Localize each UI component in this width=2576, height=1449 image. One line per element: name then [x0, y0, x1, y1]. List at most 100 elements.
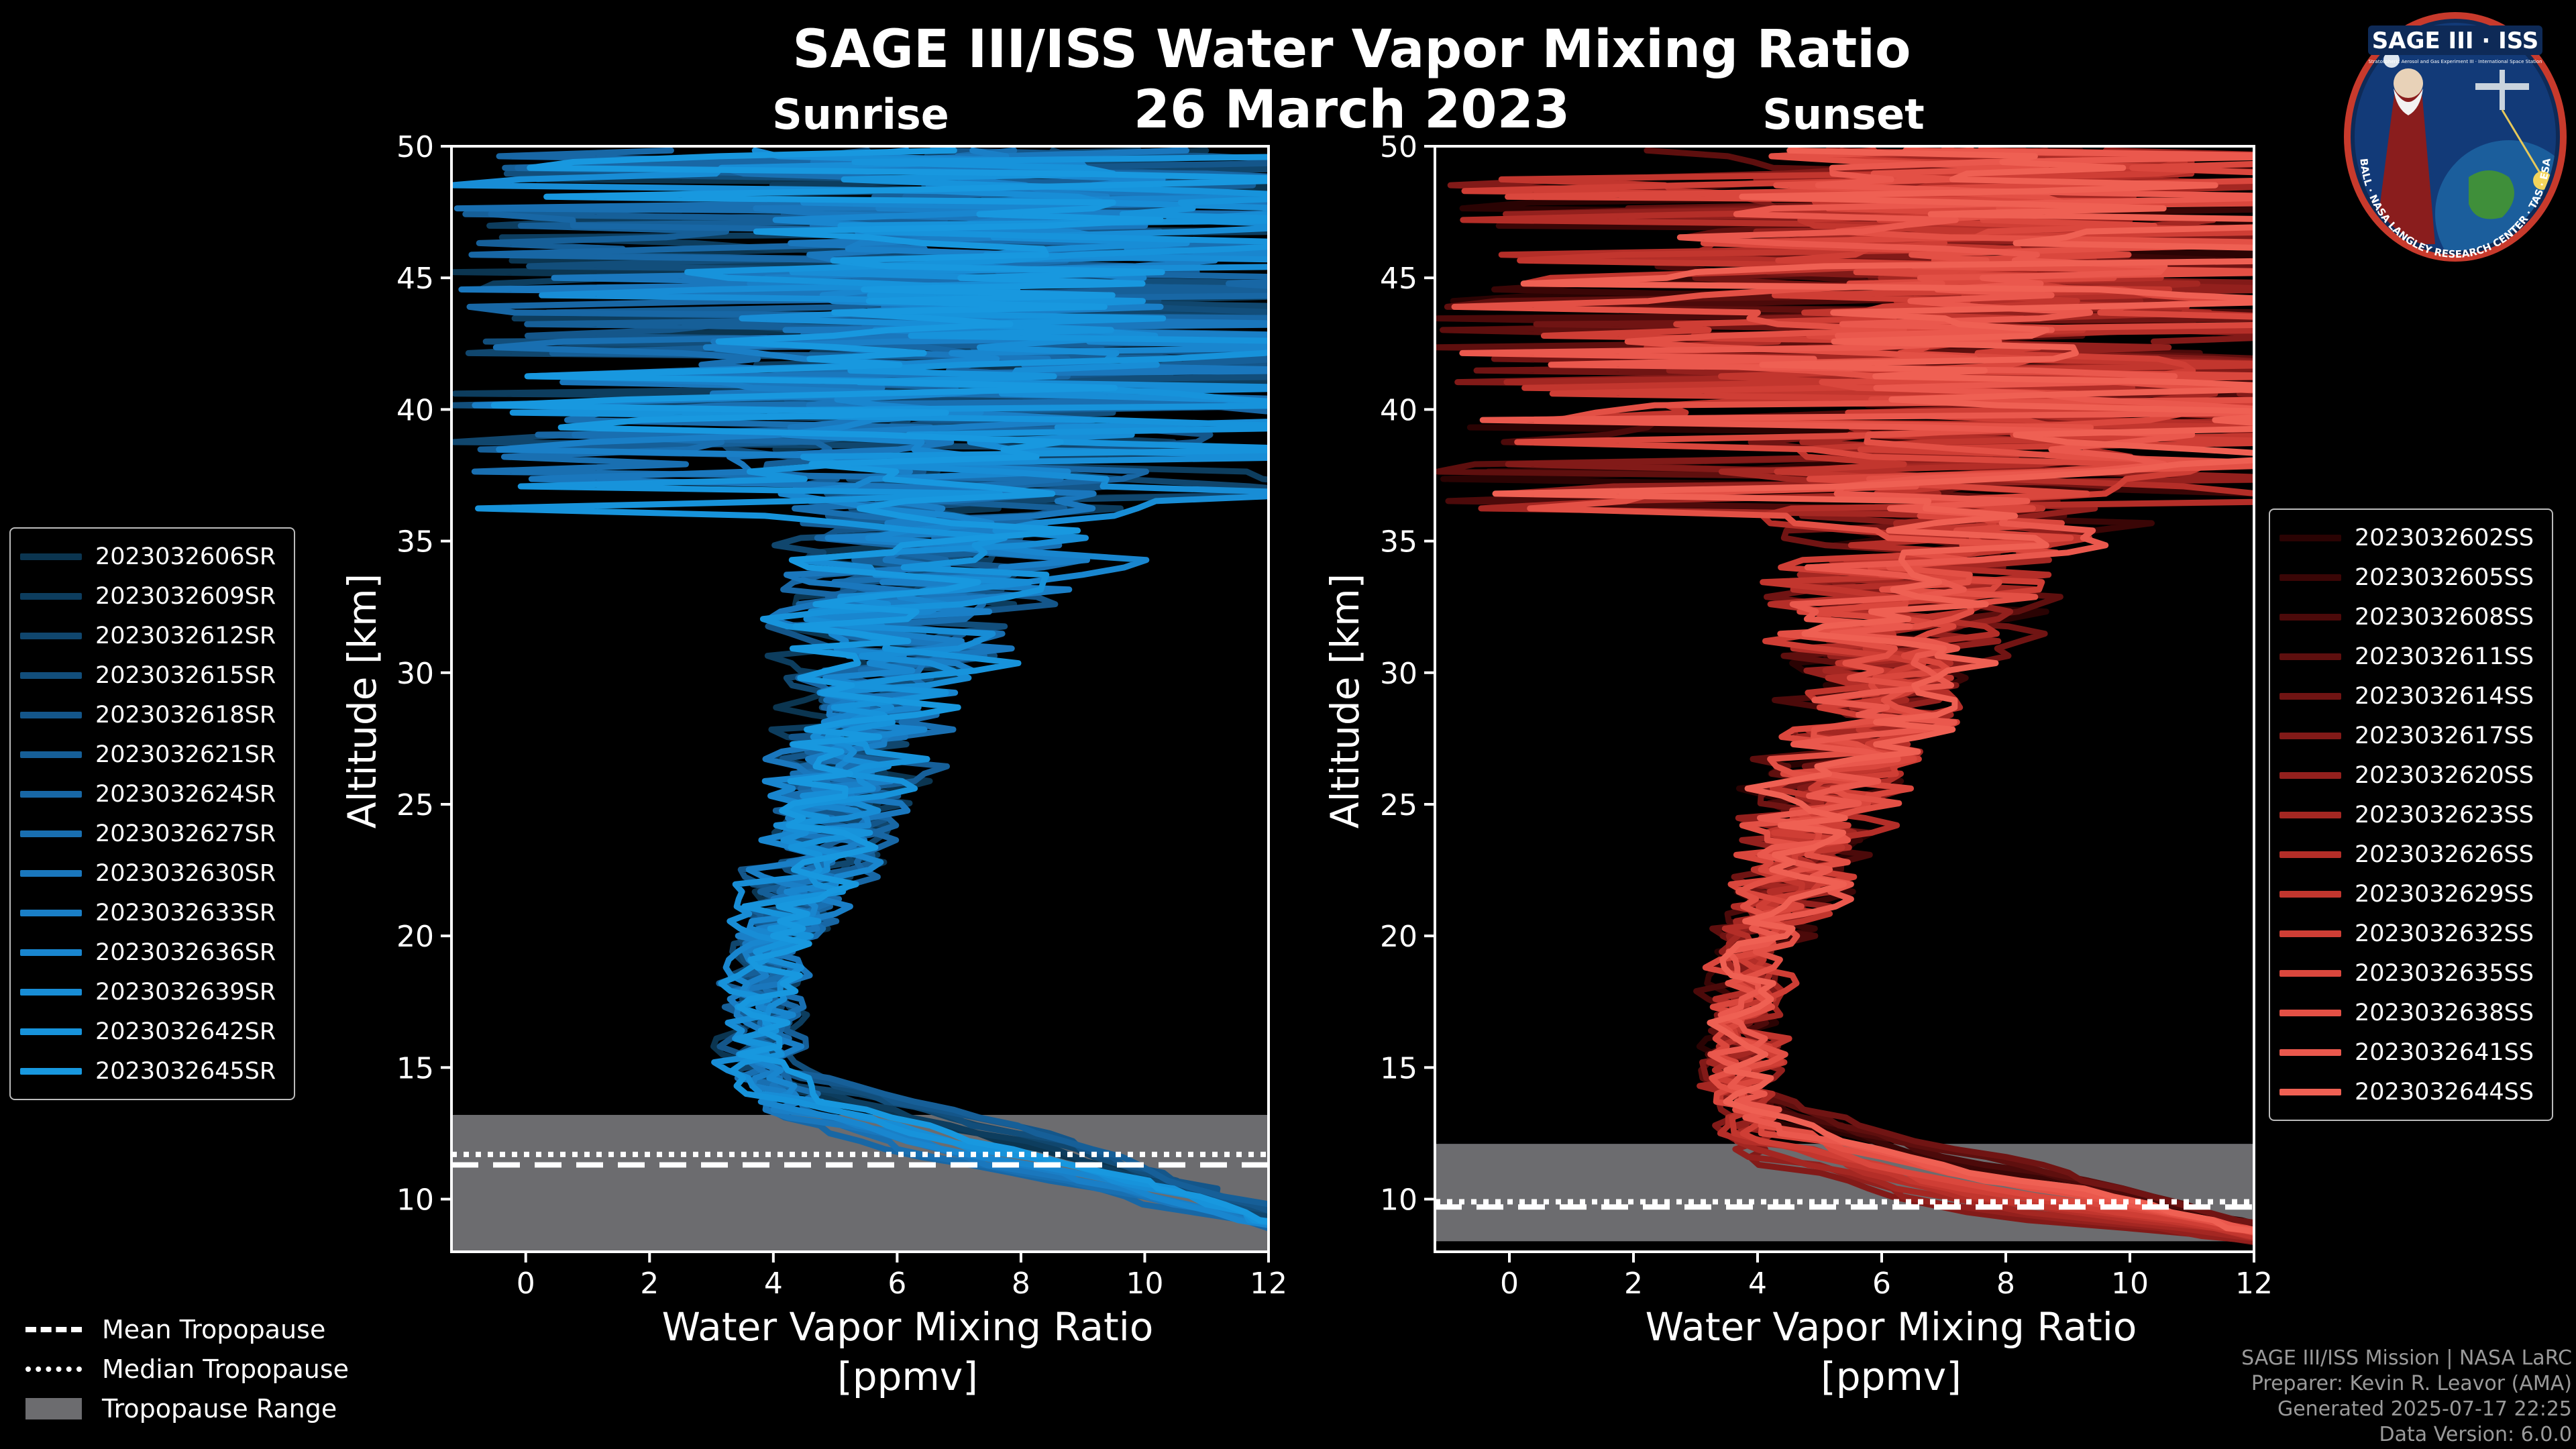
- moon-icon: [2383, 52, 2400, 68]
- median-tropopause-label: Median Tropopause: [102, 1354, 349, 1384]
- legend-item: 2023032602SS: [2279, 518, 2540, 557]
- legend-swatch: [20, 949, 82, 956]
- y-tick-label: 20: [1380, 920, 1417, 954]
- legend-swatch: [20, 909, 82, 916]
- legend-item: 2023032635SS: [2279, 953, 2540, 993]
- credits-mission: SAGE III/ISS Mission | NASA LaRC: [2241, 1346, 2572, 1370]
- x-tick-label: 0: [517, 1267, 535, 1301]
- sunset-panel: Sunset 10 15 20 25 30 35 40 45 50 0 2 4 6 8 10 12 Altit…: [1322, 90, 2273, 1399]
- x-tick-label: 10: [2111, 1267, 2149, 1301]
- legend-item: 2023032633SR: [20, 893, 282, 932]
- legend-swatch: [2279, 851, 2341, 858]
- plot-frame: [1434, 145, 2255, 1253]
- sunset-legend: 2023032602SS 2023032605SS 2023032608SS 2023…: [2269, 508, 2553, 1121]
- sunrise-xlabel-line2: [ppmv]: [837, 1354, 978, 1399]
- legend-label: 2023032612SR: [95, 622, 276, 649]
- y-tick-label: 50: [396, 130, 434, 164]
- legend-swatch: [20, 869, 82, 877]
- legend-tropopause-range: Tropopause Range: [25, 1389, 349, 1428]
- legend-item: 2023032626SS: [2279, 835, 2540, 874]
- legend-swatch: [2279, 1009, 2341, 1016]
- legend-item: 2023032615SR: [20, 655, 282, 695]
- legend-swatch: [2279, 613, 2341, 621]
- y-tick-label: 20: [396, 920, 434, 954]
- legend-item: 2023032624SR: [20, 774, 282, 814]
- legend-label: 2023032627SR: [95, 820, 276, 847]
- legend-swatch: [2279, 930, 2341, 937]
- legend-label: 2023032617SS: [2355, 722, 2534, 749]
- legend-swatch: [20, 830, 82, 837]
- legend-label: 2023032641SS: [2355, 1038, 2534, 1066]
- y-tick-label: 10: [1380, 1183, 1417, 1218]
- legend-label: 2023032611SS: [2355, 643, 2534, 670]
- sunset-xlabel-line2: [ppmv]: [1821, 1354, 1962, 1399]
- legend-label: 2023032620SS: [2355, 761, 2534, 789]
- legend-label: 2023032638SS: [2355, 999, 2534, 1026]
- sunrise-ylabel: Altitude [km]: [339, 574, 385, 828]
- legend-swatch: [2279, 771, 2341, 779]
- y-tick-label: 45: [396, 262, 434, 296]
- legend-item: 2023032632SS: [2279, 914, 2540, 953]
- legend-swatch: [20, 672, 82, 679]
- legend-median-tropopause: Median Tropopause: [25, 1349, 349, 1389]
- legend-mean-tropopause: Mean Tropopause: [25, 1309, 349, 1349]
- legend-item: 2023032620SS: [2279, 755, 2540, 795]
- legend-item: 2023032614SS: [2279, 676, 2540, 716]
- sunset-panel-title: Sunset: [1762, 90, 1925, 139]
- figure-title: SAGE III/ISS Water Vapor Mixing Ratio: [792, 19, 1911, 80]
- legend-swatch: [2279, 1049, 2341, 1056]
- y-tick-label: 35: [396, 525, 434, 559]
- sunrise-panel-title: Sunrise: [772, 90, 949, 139]
- legend-swatch: [2279, 1088, 2341, 1095]
- legend-swatch: [2279, 574, 2341, 581]
- sunset-xlabel-line1: Water Vapor Mixing Ratio: [1646, 1304, 2137, 1350]
- legend-item: 2023032644SS: [2279, 1072, 2540, 1112]
- credits-block: SAGE III/ISS Mission | NASA LaRC Prepare…: [2241, 1346, 2572, 1448]
- x-tick-label: 8: [1012, 1267, 1030, 1301]
- legend-label: 2023032605SS: [2355, 564, 2534, 591]
- logo-name: SAGE III · ISS: [2372, 28, 2538, 54]
- mean-tropopause-label: Mean Tropopause: [102, 1314, 326, 1344]
- legend-swatch: [2279, 653, 2341, 660]
- y-tick-label: 35: [1380, 525, 1417, 559]
- y-tick-label: 10: [396, 1183, 434, 1218]
- legend-swatch: [20, 1028, 82, 1035]
- dashed-line-swatch: [25, 1326, 82, 1332]
- legend-swatch: [20, 711, 82, 718]
- credits-generated: Generated 2025-07-17 22:25: [2277, 1397, 2572, 1421]
- y-tick-label: 15: [396, 1051, 434, 1085]
- legend-label: 2023032606SR: [95, 543, 276, 570]
- legend-label: 2023032602SS: [2355, 524, 2534, 551]
- legend-label: 2023032623SS: [2355, 801, 2534, 828]
- legend-swatch: [20, 553, 82, 560]
- x-tick-label: 6: [888, 1267, 906, 1301]
- sunrise-axes: 10 15 20 25 30 35 40 45 50 0 2 4 6 8 10 12: [396, 130, 1287, 1301]
- legend-item: 2023032627SR: [20, 814, 282, 853]
- legend-item: 2023032621SR: [20, 735, 282, 774]
- sunrise-legend: 2023032606SR 2023032609SR 2023032612SR 2023…: [9, 527, 295, 1100]
- legend-label: 2023032636SR: [95, 938, 276, 966]
- legend-swatch: [20, 632, 82, 639]
- x-tick-label: 4: [1748, 1267, 1767, 1301]
- legend-item: 2023032639SR: [20, 972, 282, 1012]
- x-tick-label: 2: [640, 1267, 659, 1301]
- legend-swatch: [20, 1067, 82, 1075]
- legend-label: 2023032618SR: [95, 701, 276, 729]
- tropopause-range-label: Tropopause Range: [102, 1393, 337, 1424]
- logo-subtitle: Stratospheric Aerosol and Gas Experiment…: [2368, 59, 2542, 64]
- y-tick-label: 40: [396, 393, 434, 427]
- legend-swatch: [2279, 534, 2341, 541]
- legend-swatch: [20, 988, 82, 996]
- x-tick-label: 12: [1250, 1267, 1287, 1301]
- legend-label: 2023032624SR: [95, 780, 276, 808]
- y-tick-label: 30: [396, 657, 434, 691]
- legend-label: 2023032609SR: [95, 582, 276, 610]
- x-tick-label: 8: [1996, 1267, 2015, 1301]
- legend-item: 2023032636SR: [20, 932, 282, 972]
- legend-label: 2023032633SR: [95, 899, 276, 926]
- sunrise-plot-area: [451, 147, 1269, 1252]
- sunset-ylabel: Altitude [km]: [1322, 574, 1368, 828]
- legend-swatch: [20, 790, 82, 798]
- legend-label: 2023032615SR: [95, 661, 276, 689]
